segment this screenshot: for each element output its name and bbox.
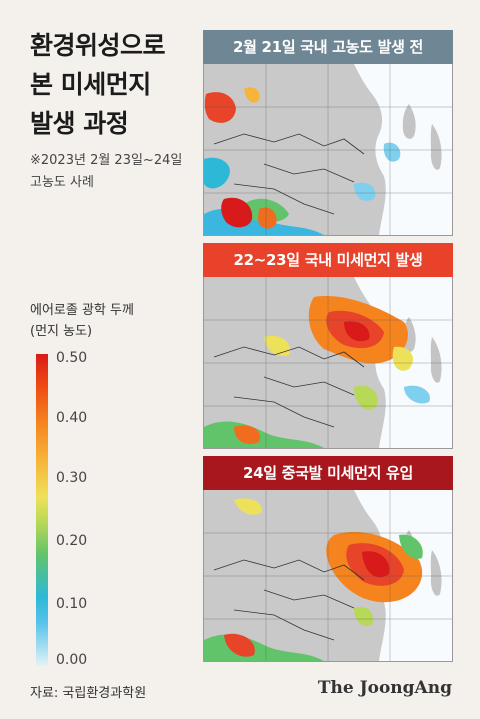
legend-tick: 0.40 [56, 410, 88, 426]
legend-colorbar [36, 354, 48, 666]
map-svg [204, 64, 452, 235]
legend-title: 에어로졸 광학 두께 (먼지 농도) [30, 300, 190, 342]
title-line: 본 미세먼지 [30, 70, 151, 99]
map-panel-before: 2월 21일 국내 고농도 발생 전 [203, 30, 453, 236]
panel-header: 22~23일 국내 미세먼지 발생 [203, 243, 453, 277]
satellite-map [203, 490, 453, 662]
panel-header: 2월 21일 국내 고농도 발생 전 [203, 30, 453, 64]
title-line: 환경위성으로 [30, 31, 166, 60]
map-svg [204, 277, 452, 448]
panel-header: 24일 중국발 미세먼지 유입 [203, 456, 453, 490]
legend-title-line: 에어로졸 광학 두께 [30, 303, 134, 318]
source-credit: 자료: 국립환경과학원 [30, 686, 147, 701]
title-line: 발생 과정 [30, 109, 129, 138]
subtitle: ※2023년 2월 23일~24일 고농도 사례 [30, 150, 205, 194]
legend-tick: 0.20 [56, 533, 88, 549]
legend-title-line: (먼지 농도) [30, 324, 93, 339]
legend-tick: 0.10 [56, 596, 88, 612]
subtitle-line: ※2023년 2월 23일~24일 [30, 153, 183, 168]
legend-tick: 0.00 [56, 652, 88, 668]
map-panel-domestic: 22~23일 국내 미세먼지 발생 [203, 243, 453, 449]
legend-tick: 0.50 [56, 350, 88, 366]
page-title: 환경위성으로 본 미세먼지 발생 과정 [30, 26, 200, 143]
map-panel-china-inflow: 24일 중국발 미세먼지 유입 [203, 456, 453, 662]
satellite-map [203, 277, 453, 449]
map-svg [204, 490, 452, 661]
subtitle-line: 고농도 사례 [30, 175, 94, 190]
satellite-map [203, 64, 453, 236]
legend-tick: 0.30 [56, 470, 88, 486]
brand-logo: The JoongAng [317, 678, 452, 698]
